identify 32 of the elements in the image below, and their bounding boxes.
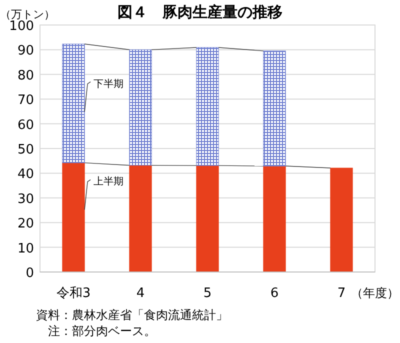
x-axis-title: （年度） [351,286,399,300]
bar [263,50,286,166]
bar [263,166,286,272]
y-tick-label: 80 [17,68,34,84]
text: 注：部分肉ベース。 [48,324,156,338]
y-tick-label: 50 [17,142,34,158]
text: 資料：農林水産省「食肉流通統計」 [36,308,228,322]
series-label: 下半期 [94,78,124,90]
bar [62,162,85,272]
x-tick-label: 7 [337,286,346,301]
series-label: 上半期 [94,176,124,188]
y-tick-label: 10 [17,241,34,256]
x-tick-label: 5 [203,286,212,301]
y-tick-label: 70 [17,93,34,108]
y-tick-label: 40 [17,167,34,182]
y-tick-label: 100 [9,19,34,34]
bar [129,165,152,272]
y-axis-title: （万トン） [0,8,55,21]
y-tick-label: 30 [17,192,34,207]
bar [330,168,353,272]
x-tick-label: 4 [136,286,145,301]
bar [129,49,152,166]
y-tick-label: 20 [17,216,34,232]
y-tick-label: 60 [17,118,34,133]
bar [62,44,85,164]
bar [196,165,219,272]
y-tick-label: 0 [26,266,34,281]
y-tick-label: 90 [17,44,34,59]
bar [196,47,219,166]
x-tick-label: 6 [270,286,279,301]
x-tick-label: 令和3 [56,286,91,301]
chart-title: 図４ 豚肉生産量の推移 [118,3,282,21]
